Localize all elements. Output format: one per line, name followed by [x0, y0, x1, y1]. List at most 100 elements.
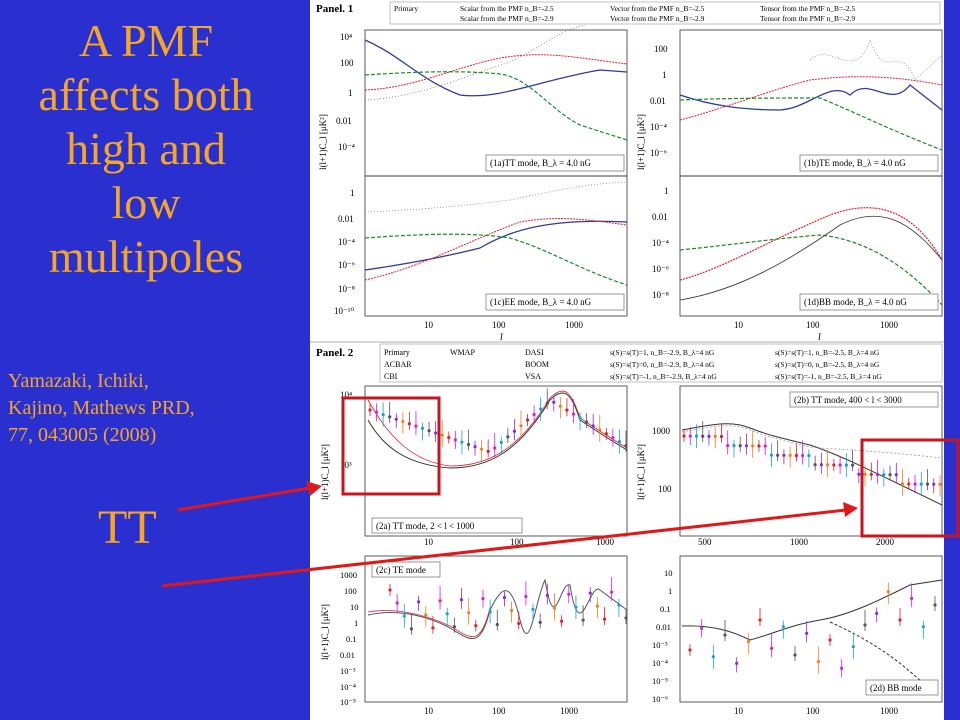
- data-point: [381, 412, 385, 417]
- panel1-label: Panel. 1: [316, 3, 353, 15]
- ytick-1a-1: 100: [340, 58, 354, 68]
- slide-title: A PMF affects both high and low multipol…: [38, 15, 254, 282]
- p2-legend-exp-3: ACBAR: [384, 360, 412, 369]
- points-2a: [368, 388, 628, 462]
- data-point: [813, 463, 817, 467]
- ytick-1b-2: 0.01: [650, 96, 666, 106]
- xtick-1c-2: 1000: [565, 320, 584, 330]
- ytick-2d-7: 10⁻⁶: [652, 694, 668, 704]
- data-point: [763, 444, 767, 448]
- data-point: [826, 463, 830, 467]
- highlight-box-low-l: [341, 396, 441, 496]
- data-point: [460, 440, 464, 444]
- ytick-2c-7: 10⁻⁴: [340, 682, 356, 692]
- data-point: [395, 601, 399, 605]
- data-point: [863, 623, 867, 627]
- data-point: [434, 431, 438, 435]
- data-point: [388, 415, 392, 419]
- ytick-1c-0: 1: [350, 188, 355, 198]
- ylabel-2b: l(l+1)C_l [μK²]: [636, 444, 646, 500]
- xtick-2d-2: 1000: [880, 706, 899, 716]
- caption-2a: (2a) TT mode, 2 < l < 1000: [376, 521, 475, 531]
- ylabel-2a: l(l+1)C_l [μK²]: [320, 444, 330, 500]
- data-point: [595, 604, 599, 608]
- xtick-2a-0: 10: [424, 537, 434, 547]
- curve-2b-primary: [681, 423, 943, 506]
- data-point: [401, 419, 405, 424]
- data-point: [857, 472, 861, 476]
- subplot-1d-frame: [679, 175, 943, 317]
- arrow-to-high-l: [161, 508, 847, 588]
- caption-1b-box: [799, 154, 939, 172]
- data-point: [591, 424, 595, 428]
- data-point: [701, 434, 705, 438]
- points-2c: [388, 577, 628, 635]
- data-point: [732, 444, 736, 448]
- curve-1a-primary: [364, 24, 586, 101]
- figure-svg: Panel. 1 Primary Scalar from the PMF n_B…: [310, 1, 944, 716]
- data-point: [417, 600, 421, 604]
- caption-1c: (1c)EE mode, B_λ = 4.0 nG: [490, 297, 592, 307]
- panel2-label: Panel. 2: [316, 347, 354, 359]
- data-point: [571, 412, 576, 416]
- data-point: [925, 482, 930, 486]
- p2-legend-model-3: s(S)=s(T)=1, n_B=-2.5, B_λ=4 nG: [775, 348, 880, 357]
- curve-2b-model: [681, 425, 943, 459]
- data-point: [431, 626, 435, 630]
- data-point: [851, 645, 855, 649]
- ytick-2d-2: 0.1: [660, 604, 671, 614]
- xtick-1d-0: 10: [734, 320, 744, 330]
- data-point: [440, 433, 444, 437]
- data-point: [707, 434, 711, 438]
- data-point: [466, 442, 471, 447]
- data-point: [900, 482, 905, 486]
- xtick-1d-2: 1000: [880, 320, 899, 330]
- curve-1a-tensor: [364, 54, 628, 91]
- ylabel-1b: l(l+1)C_l [μK²]: [636, 114, 646, 170]
- data-point: [538, 620, 542, 624]
- data-point: [850, 463, 855, 467]
- data-point: [913, 482, 917, 486]
- data-point: [552, 400, 556, 404]
- data-point: [723, 633, 727, 637]
- xtick-2c-0: 10: [424, 706, 434, 716]
- ytick-1b-0: 100: [654, 44, 668, 54]
- ytick-1a-4: 10⁻⁴: [338, 142, 355, 152]
- subplot-2a: (2a) TT mode, 2 < l < 1000 10⁴ 10³ 10 10…: [340, 385, 628, 547]
- xtick-1c-0: 10: [424, 320, 434, 330]
- ytick-2d-4: 10⁻³: [652, 640, 668, 650]
- highlight-box-high-l: [860, 438, 960, 538]
- data-point: [805, 631, 809, 635]
- p1-legend-1: Scalar from the PMF n_B=-2.5: [460, 4, 554, 13]
- xtick-1c-1: 100: [492, 320, 506, 330]
- ytick-2b-0: 1000: [652, 426, 671, 436]
- data-point: [368, 408, 372, 412]
- subplot-2b: (2b) TT mode, 400 < l < 3000 1000 100 50…: [652, 385, 943, 547]
- data-point: [495, 622, 499, 627]
- data-point: [525, 418, 530, 422]
- data-point: [869, 472, 873, 477]
- ytick-1c-5: 10⁻¹⁰: [334, 306, 354, 316]
- ytick-1d-4: 10⁻⁸: [652, 290, 669, 300]
- ytick-2d-5: 10⁻⁴: [652, 658, 668, 668]
- data-point: [910, 596, 914, 600]
- data-point: [453, 438, 457, 442]
- data-point: [888, 473, 892, 477]
- data-point: [840, 666, 844, 670]
- xtick-2b-1: 1000: [790, 537, 809, 547]
- data-point: [473, 445, 477, 449]
- ytick-1a-2: 1: [348, 88, 353, 98]
- data-point: [499, 440, 503, 445]
- caption-2a-box: [371, 517, 523, 534]
- data-point: [452, 625, 456, 629]
- subplot-2d: (2d) BB mode 10 1 0.1 0.01 10⁻³ 10⁻⁴ 10⁻…: [652, 555, 943, 716]
- data-point: [770, 646, 774, 650]
- data-point: [539, 407, 543, 411]
- data-point: [585, 420, 589, 424]
- ylabel-2c: l(l+1)C_l [μK²]: [320, 604, 330, 660]
- curve-1b-primary: [809, 38, 943, 81]
- data-point: [819, 463, 823, 467]
- xtick-2c-2: 1000: [560, 706, 579, 716]
- data-point: [565, 408, 569, 412]
- data-point: [844, 463, 848, 467]
